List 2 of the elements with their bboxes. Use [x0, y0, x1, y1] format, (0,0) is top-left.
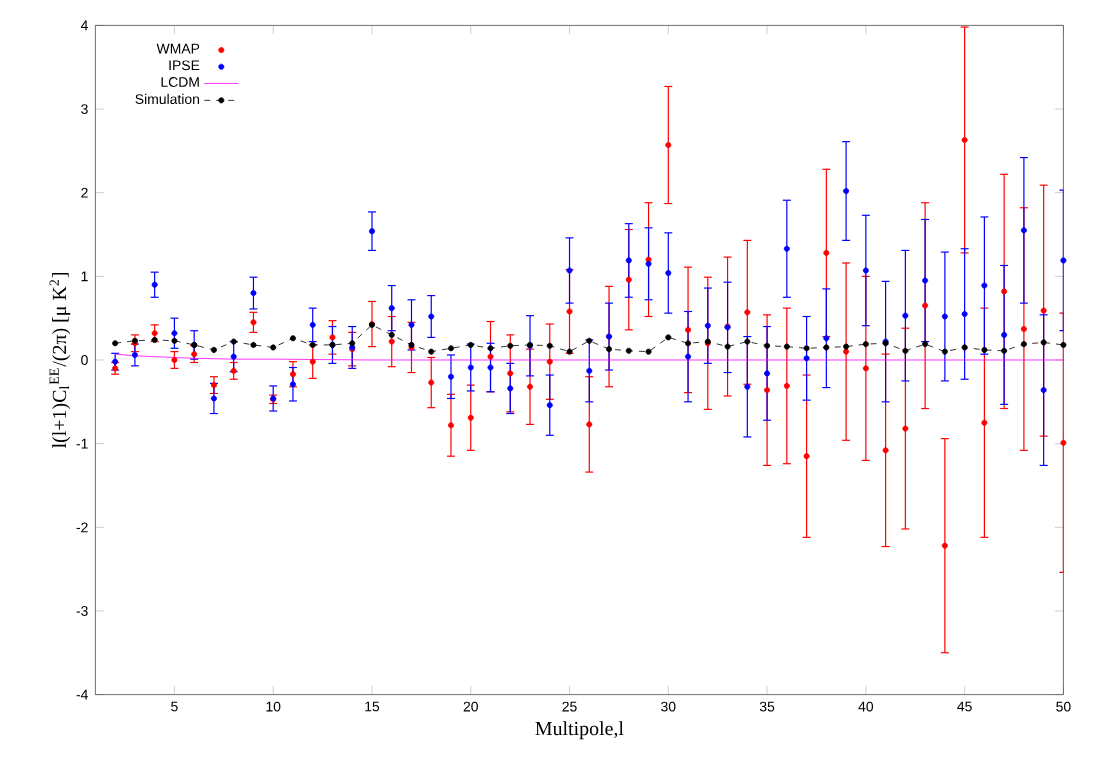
x-axis-title: Multipole,l	[535, 721, 624, 740]
y-axis-title: l(l+1)C$_{l}$$^{EE}$/(2π) [μ K$^{2}$]	[49, 273, 71, 449]
